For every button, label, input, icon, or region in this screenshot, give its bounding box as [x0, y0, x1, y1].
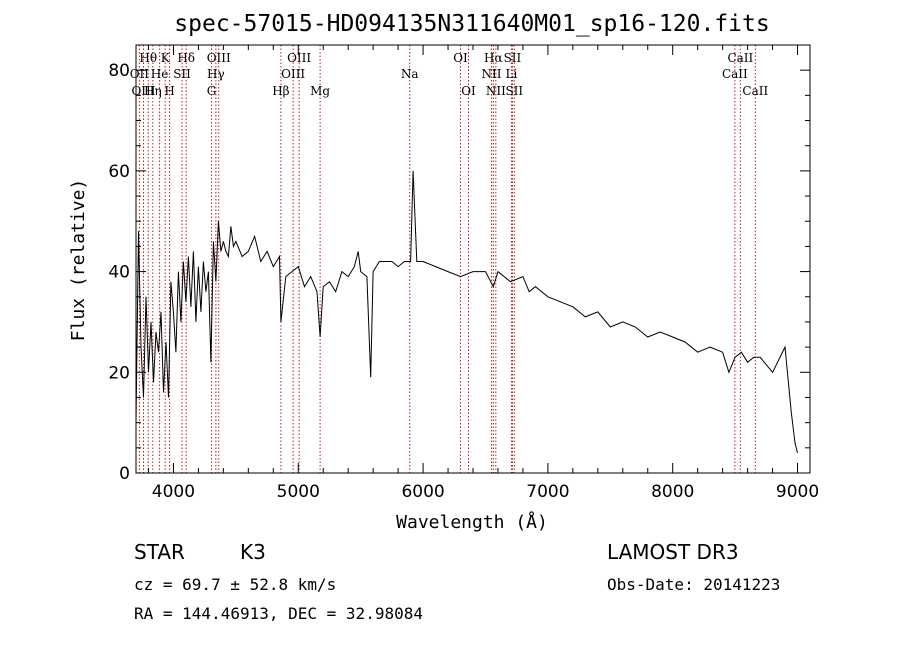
x-axis-label: Wavelength (Å) — [396, 511, 548, 533]
x-tick-label: 4000 — [152, 482, 195, 502]
survey-name: LAMOST DR3 — [607, 540, 739, 564]
spectral-line-label: OI — [453, 51, 468, 65]
spectral-line-label: Hθ — [139, 51, 157, 65]
observation-date: Obs-Date: 20141223 — [607, 575, 781, 594]
spectral-line-label: OIII — [131, 84, 155, 98]
spectral-line-label: SII — [173, 67, 191, 81]
spectral-line-label: NII — [486, 84, 506, 98]
spectral-line-label: CaII — [722, 67, 748, 81]
chart-title: spec-57015-HD094135N311640M01_sp16-120.f… — [174, 11, 769, 37]
y-tick-label: 60 — [108, 162, 130, 182]
object-subclass: K3 — [240, 540, 266, 564]
spectral-line-label: Li — [506, 67, 518, 81]
spectral-line-label: OIII — [281, 67, 305, 81]
plot-axes — [135, 44, 811, 474]
y-tick-label: 20 — [108, 363, 130, 383]
spectral-line-label: OIII — [207, 51, 231, 65]
spectral-line-label: NII — [481, 67, 501, 81]
coordinates: RA = 144.46913, DEC = 32.98084 — [134, 604, 423, 623]
spectral-line-label: OI — [461, 84, 476, 98]
x-tick-label: 9000 — [776, 482, 819, 502]
spectral-line-label: Mg — [310, 84, 330, 98]
x-tick-label: 8000 — [651, 482, 694, 502]
spectral-line-label: Hα — [484, 51, 503, 65]
redshift-velocity: cz = 69.7 ± 52.8 km/s — [134, 575, 337, 594]
spectral-line-label: Na — [401, 67, 419, 81]
spectral-line-label: He — [151, 67, 169, 81]
spectral-line-label: SII — [504, 51, 522, 65]
tick-labels: 4000 5000 6000 7000 8000 9000 0 20 40 60 80 — [108, 61, 819, 502]
object-class: STAR — [134, 540, 185, 564]
x-tick-label: 7000 — [526, 482, 569, 502]
y-tick-label: 0 — [119, 464, 130, 484]
y-tick-label: 40 — [108, 263, 130, 283]
y-tick-label: 80 — [108, 61, 130, 81]
spectral-line-label: G — [207, 84, 217, 98]
spectral-lines-layer — [138, 45, 756, 473]
spectral-line-label: CaII — [742, 84, 768, 98]
spectral-line-label: K — [161, 51, 171, 65]
plot-frame — [135, 44, 811, 474]
spectrum-line — [135, 170, 798, 454]
spectral-line-labels: Hθ OII OIII K He Hη Hδ SII H OIII Hγ G OIII OIII Hβ Mg N… — [130, 51, 769, 98]
spectral-line-label: OII — [130, 67, 150, 81]
spectral-line-label: OIII — [287, 51, 311, 65]
spectral-line-label: H — [164, 84, 174, 98]
spectral-line-label: Hδ — [177, 51, 195, 65]
spectral-line-label: CaII — [727, 51, 753, 65]
spectral-line-label: Hγ — [207, 67, 225, 81]
spectral-line-label: Hβ — [272, 84, 289, 98]
spectral-line-label: SII — [505, 84, 523, 98]
x-tick-label: 5000 — [277, 482, 320, 502]
y-axis-label: Flux (relative) — [68, 179, 89, 342]
spectral-line-label: Hη — [144, 84, 162, 98]
x-tick-label: 6000 — [401, 482, 444, 502]
